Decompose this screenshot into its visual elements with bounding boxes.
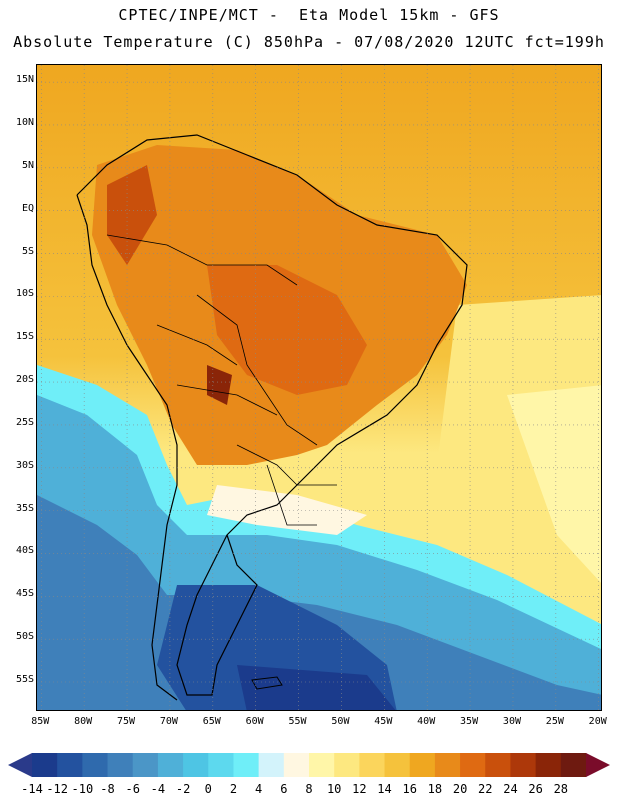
- colorbar-tick-label: 0: [204, 782, 212, 796]
- lat-tick-label: EQ: [21, 202, 34, 214]
- lon-tick-label: 40W: [417, 716, 436, 727]
- map-panel[interactable]: [36, 64, 602, 711]
- atlantic-warm-field: [437, 295, 601, 624]
- lon-tick-label: 25W: [545, 716, 564, 727]
- south-america-coastline: [76, 134, 468, 696]
- colorbar-cell: [283, 753, 310, 777]
- map-title: CPTEC/INPE/MCT - Eta Model 15km - GFS: [118, 6, 500, 24]
- temperature-map: [37, 65, 601, 710]
- lon-tick-label: 30W: [502, 716, 521, 727]
- colorbar-tick-label: -4: [150, 782, 166, 796]
- colorbar-tick-label: -14: [21, 782, 43, 796]
- colorbar-cell: [132, 753, 159, 777]
- colorbar-tick-label: 2: [229, 782, 238, 796]
- atlantic-pale-field: [507, 385, 601, 583]
- lat-tick-label: 10S: [15, 288, 34, 300]
- lat-tick-label: 50S: [15, 631, 34, 643]
- pacific-coastline: [76, 194, 178, 701]
- colorbar-cell: [258, 753, 285, 777]
- lon-tick-label: 50W: [331, 716, 350, 727]
- colorbar-cell: [334, 753, 360, 777]
- lat-tick-label: 35S: [15, 502, 34, 514]
- colorbar-cell: [359, 753, 386, 777]
- lon-tick-label: 60W: [245, 716, 264, 727]
- lat-tick-label: 15S: [15, 331, 34, 343]
- lon-tick-label: 70W: [159, 716, 178, 727]
- colorbar-cell: [485, 753, 511, 777]
- lat-tick-label: 55S: [15, 674, 34, 685]
- lon-tick-label: 55W: [288, 716, 307, 727]
- coldest-core-field: [237, 665, 396, 710]
- lat-tick-label: 30S: [15, 459, 34, 471]
- colorbar-cell: [409, 753, 436, 777]
- lon-tick-label: 20W: [588, 716, 607, 727]
- lon-tick-label: 80W: [74, 716, 93, 727]
- lat-tick-label: 20S: [15, 374, 34, 386]
- colorbar-tick-label: -10: [71, 782, 94, 796]
- lon-tick-label: 75W: [117, 716, 136, 727]
- colorbar-tick-label: 22: [478, 782, 493, 796]
- lon-tick-label: 65W: [202, 716, 221, 727]
- colorbar-tick-label: -2: [175, 782, 191, 796]
- colorbar-right-cap: [586, 753, 610, 777]
- colorbar-cell: [309, 753, 335, 777]
- colorbar-tick-label: 14: [377, 782, 392, 796]
- colorbar-cell: [384, 753, 411, 777]
- colorbar-cell: [510, 753, 537, 777]
- map-subtitle: Absolute Temperature (C) 850hPa - 07/08/…: [13, 33, 605, 51]
- colorbar-cell: [434, 753, 461, 777]
- colorbar-cell: [460, 753, 486, 777]
- colorbar-tick-label: -6: [125, 782, 140, 796]
- colorbar-tick-label: 12: [352, 782, 367, 796]
- lon-tick-label: 85W: [31, 716, 50, 727]
- political-borders: [106, 234, 337, 526]
- colorbar: [8, 753, 610, 777]
- colorbar-cell: [535, 753, 562, 777]
- lon-tick-label: 35W: [460, 716, 479, 727]
- colorbar-cell: [560, 753, 587, 777]
- colorbar-tick-label: -8: [100, 782, 115, 796]
- andes-north-hot-field: [107, 165, 157, 265]
- colorbar-tick-label: 6: [280, 782, 288, 796]
- lat-tick-label: 25S: [15, 416, 34, 428]
- colorbar-tick-label: 10: [326, 782, 342, 796]
- colorbar-cell: [57, 753, 83, 777]
- colorbar-tick-label: 16: [402, 782, 417, 796]
- colorbar-tick-label: 24: [503, 782, 518, 796]
- colorbar-tick-label: 28: [553, 782, 569, 796]
- colorbar-cell: [157, 753, 184, 777]
- colorbar-tick-label: 8: [305, 782, 313, 796]
- lat-tick-label: 15N: [15, 74, 34, 86]
- lat-tick-label: 10N: [15, 116, 34, 128]
- colorbar-tick-label: 20: [452, 782, 468, 796]
- colorbar-cell: [208, 753, 234, 777]
- lat-tick-label: 40S: [15, 545, 34, 557]
- chaco-hot-spot: [207, 365, 232, 405]
- colorbar-cell: [32, 753, 58, 777]
- colorbar-cell: [82, 753, 109, 777]
- colorbar-tick-label: 4: [255, 782, 263, 796]
- colorbar-tick-label: 26: [528, 782, 543, 796]
- falklands-outline: [251, 676, 283, 690]
- lat-tick-label: 5N: [21, 159, 34, 171]
- lat-tick-label: 5S: [21, 245, 34, 257]
- lat-tick-label: 45S: [15, 588, 34, 600]
- colorbar-cell: [107, 753, 134, 777]
- transition-pale-band: [207, 485, 367, 535]
- colorbar-cell: [233, 753, 260, 777]
- colorbar-tick-label: -12: [46, 782, 69, 796]
- lon-tick-label: 45W: [374, 716, 393, 727]
- colorbar-tick-label: 18: [427, 782, 443, 796]
- colorbar-cell: [183, 753, 209, 777]
- colorbar-left-cap: [8, 753, 32, 777]
- central-brazil-hot-field: [207, 265, 367, 395]
